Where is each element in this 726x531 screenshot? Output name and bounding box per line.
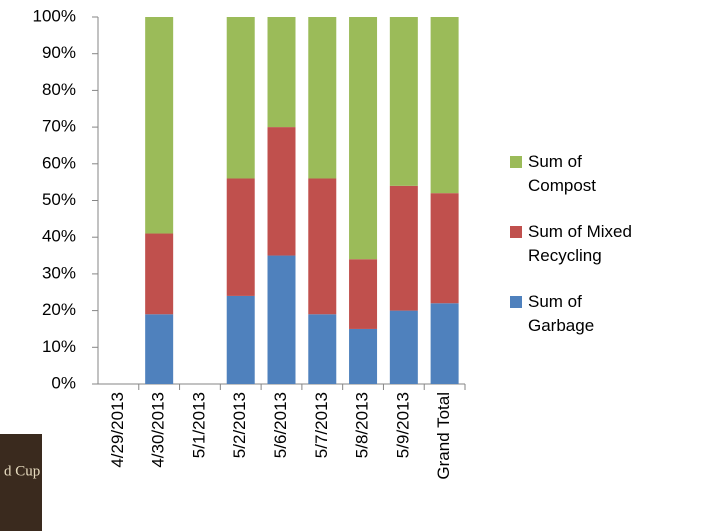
bar-segment bbox=[145, 17, 173, 234]
bar-segment bbox=[308, 17, 336, 178]
legend-swatch bbox=[510, 226, 522, 238]
y-tick-label: 40% bbox=[42, 227, 76, 246]
bar-segment bbox=[349, 259, 377, 329]
photo bbox=[0, 434, 42, 531]
legend-label: Sum of Mixed Recycling bbox=[528, 222, 632, 265]
x-tick-label: 5/8/2013 bbox=[353, 392, 372, 458]
y-tick-label: 10% bbox=[42, 337, 76, 356]
legend-swatch bbox=[510, 296, 522, 308]
bar-segment bbox=[145, 314, 173, 384]
legend-label: Sum of Garbage bbox=[528, 292, 594, 335]
bar-segment bbox=[268, 17, 296, 127]
y-tick-label: 20% bbox=[42, 300, 76, 319]
y-tick-label: 100% bbox=[33, 6, 76, 25]
y-tick-label: 60% bbox=[42, 153, 76, 172]
legend: Sum of Compost Sum of Mixed Recycling Sum … bbox=[506, 150, 646, 360]
bar-segment bbox=[390, 311, 418, 384]
bar-segment bbox=[227, 178, 255, 295]
legend-item: Sum of Garbage bbox=[506, 290, 646, 338]
bar-segment bbox=[268, 256, 296, 384]
bar-segment bbox=[227, 17, 255, 178]
page: d Cup 0% 10% 20% 30% 40% 50% 60% 70% 80% 90% 100% 4… bbox=[0, 0, 726, 531]
x-tick-label: 5/9/2013 bbox=[393, 392, 412, 458]
bar-segment bbox=[308, 314, 336, 384]
bar-segment bbox=[268, 127, 296, 255]
legend-item: Sum of Mixed Recycling bbox=[506, 220, 646, 268]
legend-swatch bbox=[510, 156, 522, 168]
legend-label: Sum of Compost bbox=[528, 152, 596, 195]
y-tick-label: 50% bbox=[42, 190, 76, 209]
bar-segment bbox=[390, 17, 418, 186]
bar-segment bbox=[349, 329, 377, 384]
bar-segment bbox=[390, 186, 418, 311]
bar-segment bbox=[145, 234, 173, 315]
y-tick-label: 70% bbox=[42, 117, 76, 136]
x-tick-label: 5/6/2013 bbox=[271, 392, 290, 458]
x-tick-label: 4/29/2013 bbox=[108, 392, 127, 468]
y-tick-label: 90% bbox=[42, 43, 76, 62]
y-tick-label: 80% bbox=[42, 80, 76, 99]
bar-segment bbox=[227, 296, 255, 384]
x-tick-label: 4/30/2013 bbox=[149, 392, 168, 468]
x-tick-label: 5/7/2013 bbox=[312, 392, 331, 458]
bar-segment bbox=[431, 17, 459, 193]
bar-segment bbox=[349, 17, 377, 259]
legend-item: Sum of Compost bbox=[506, 150, 646, 198]
bar-segment bbox=[431, 193, 459, 303]
y-tick-label: 30% bbox=[42, 263, 76, 282]
bar-segment bbox=[431, 303, 459, 384]
y-tick-label: 0% bbox=[51, 373, 76, 392]
x-tick-label: 5/2/2013 bbox=[230, 392, 249, 458]
x-tick-label: Grand Total bbox=[434, 392, 453, 480]
bar-segment bbox=[308, 178, 336, 314]
photo-text: d Cup bbox=[4, 463, 40, 479]
x-tick-label: 5/1/2013 bbox=[189, 392, 208, 458]
